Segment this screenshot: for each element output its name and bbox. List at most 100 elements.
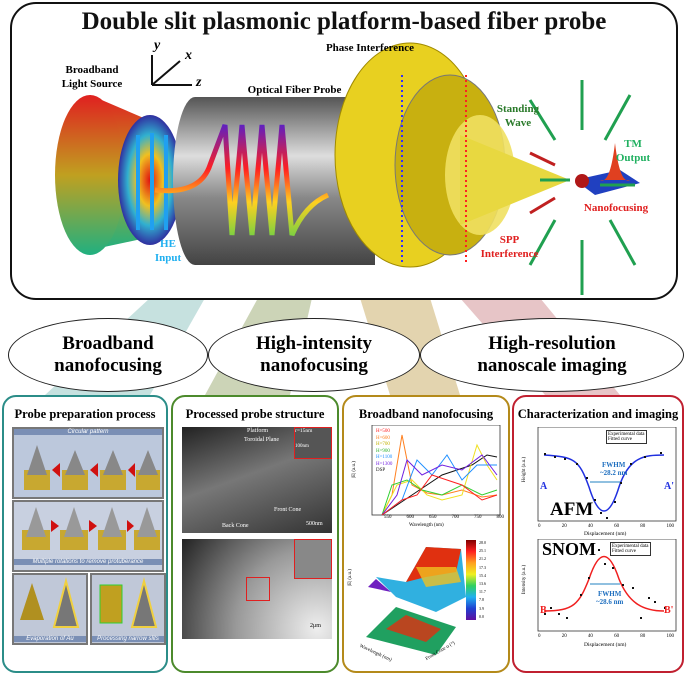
tick: 800	[496, 515, 505, 520]
he-input-label: HE Input	[154, 238, 182, 264]
nanofocusing-label: Nanofocusing	[583, 202, 649, 214]
afm-data-points	[544, 452, 662, 519]
point-b: B	[540, 605, 547, 616]
tick: 15.4	[479, 572, 486, 578]
afm-x-ticks: 0 20 40 60 80 100	[538, 524, 674, 529]
snom-fitted-curve	[543, 556, 665, 612]
tick: 17.3	[479, 564, 486, 570]
tick: 0	[538, 524, 541, 529]
tick: 80	[640, 634, 646, 639]
afm-y-label: Height (a.u.)	[522, 456, 528, 483]
tick: 28.0	[479, 540, 486, 545]
tick: 100	[666, 524, 674, 529]
snom-plot	[537, 539, 677, 632]
step-circular-pattern: Circular pattern	[12, 427, 164, 499]
spp-interference-label: SPP Interference	[480, 234, 539, 260]
tick: 100	[666, 634, 674, 639]
legend-entry: H=500	[376, 429, 390, 434]
tick: 21.2	[479, 556, 486, 562]
step-label: Circular pattern	[14, 429, 162, 435]
standing-wave-label: Standing Wave	[496, 103, 540, 129]
point-a-prime: A'	[664, 481, 674, 492]
legend-entry: H=600	[376, 435, 390, 441]
series-h500	[381, 474, 498, 516]
series-h900	[381, 479, 498, 516]
tick: 11.7	[479, 589, 486, 595]
light-source-label: Broadband Light Source	[61, 64, 123, 90]
snom-y-label: Intensity (a.u.)	[522, 564, 528, 595]
tick: 40	[587, 634, 593, 639]
scale-bar: 2μm	[310, 623, 321, 629]
oval-line: High-intensity	[255, 333, 373, 354]
oval-line: nanofocusing	[54, 355, 162, 376]
tm-output-label: TM Output	[615, 138, 651, 164]
step-evaporation: Evaporation of Au	[12, 573, 88, 645]
legend-entry: H=700	[376, 442, 390, 447]
legend-entry: Experimental data	[612, 544, 649, 549]
legend-entry: DSP	[376, 468, 386, 473]
tick: 600	[406, 515, 415, 520]
phase-interference-label: Phase Interference	[325, 42, 415, 54]
oval-high-intensity: High-intensity nanofocusing	[208, 318, 420, 392]
tick: 700	[451, 515, 460, 520]
probe-inset	[294, 539, 332, 579]
oval-high-resolution: High-resolution nanoscale imaging	[420, 318, 684, 392]
step-label: Processing narrow slits	[92, 636, 164, 642]
tip-inset: r=15nm 100nm	[294, 427, 332, 459]
legend-entry: Fitted curve	[612, 549, 637, 554]
fwhm-value: ~28.6 nm	[596, 598, 624, 606]
step-label: Evaporation of Au	[14, 636, 86, 642]
step-narrow-slits: Processing narrow slits	[90, 573, 166, 645]
step-label: Multiple rotations to remove protuberanc…	[14, 559, 162, 565]
scale-bar: 500nm	[306, 521, 323, 527]
snom-label: SNOM	[542, 539, 596, 559]
point-a: A	[540, 481, 548, 492]
afm-x-label: Displacement (nm)	[584, 531, 627, 537]
slit-cone	[99, 577, 158, 628]
tick: 25.1	[479, 548, 486, 554]
legend-entry: Fitted curve	[608, 437, 633, 442]
panel-title: Probe preparation process	[14, 407, 156, 421]
oval-broadband: Broadband nanofocusing	[8, 318, 208, 392]
tick: 3.9	[479, 605, 484, 611]
snom-legend: Experimental data Fitted curve	[610, 542, 651, 556]
axis-y-label: y	[154, 38, 161, 53]
cone-sequence	[22, 507, 160, 550]
panel-title: Processed probe structure	[185, 407, 325, 421]
tick: 20	[561, 634, 567, 639]
oval-line: Broadband	[62, 333, 154, 354]
tick: 40	[587, 524, 593, 529]
back-cone-label: Back Cone	[222, 523, 249, 529]
colorbar-ticks: 28.0 25.1 21.2 17.3 15.4 13.6 11.7 7.8 3.9 0.0	[479, 539, 486, 621]
legend-entry: Experimental data	[608, 432, 645, 437]
series-h1100	[381, 454, 497, 516]
panel-probe-structure: Processed probe structure Platform Toroi…	[171, 395, 339, 673]
legend-entry: H=1100	[376, 455, 393, 460]
panel-probe-preparation: Probe preparation process Circular patte…	[2, 395, 168, 673]
overview-frame	[10, 2, 678, 300]
z3d-label: |E| (a.u.)	[347, 569, 353, 586]
snom-x-ticks: 0 20 40 60 80 100	[538, 634, 674, 639]
afm-fitted-curve	[543, 454, 665, 512]
axis-x-label: x	[185, 48, 192, 63]
fiber-probe-label: Optical Fiber Probe	[247, 84, 342, 96]
front-cone-label: Front Cone	[274, 507, 302, 513]
probe-illustration	[55, 42, 640, 295]
tick: 650	[429, 515, 437, 520]
sem-image: Platform Toroidal Plane r=15nm 100nm Fro…	[182, 427, 332, 533]
plot-legend: H=500 H=600 H=700 H=900 H=1100 H=1300 DS…	[376, 429, 392, 475]
tick: 0	[538, 634, 541, 639]
series-h1300	[381, 454, 498, 516]
axis-z-label: z	[196, 75, 202, 90]
y-axis-label: |E| (a.u.)	[351, 461, 357, 478]
panel-imaging: Characterization and imaging Experimenta…	[512, 395, 684, 673]
x-ticks: 550 600 650 700 750 800	[384, 515, 504, 520]
tick: 13.6	[479, 581, 486, 587]
tick: 60	[614, 634, 620, 639]
panel-broadband: Broadband nanofocusing H=500 H=600 H=700…	[342, 395, 510, 673]
step-rotations: Multiple rotations to remove protuberanc…	[12, 500, 164, 572]
optical-image: 2μm	[182, 539, 332, 639]
snom-data-points	[544, 549, 666, 619]
tick: 550	[384, 515, 392, 520]
series-dsp	[381, 454, 498, 516]
